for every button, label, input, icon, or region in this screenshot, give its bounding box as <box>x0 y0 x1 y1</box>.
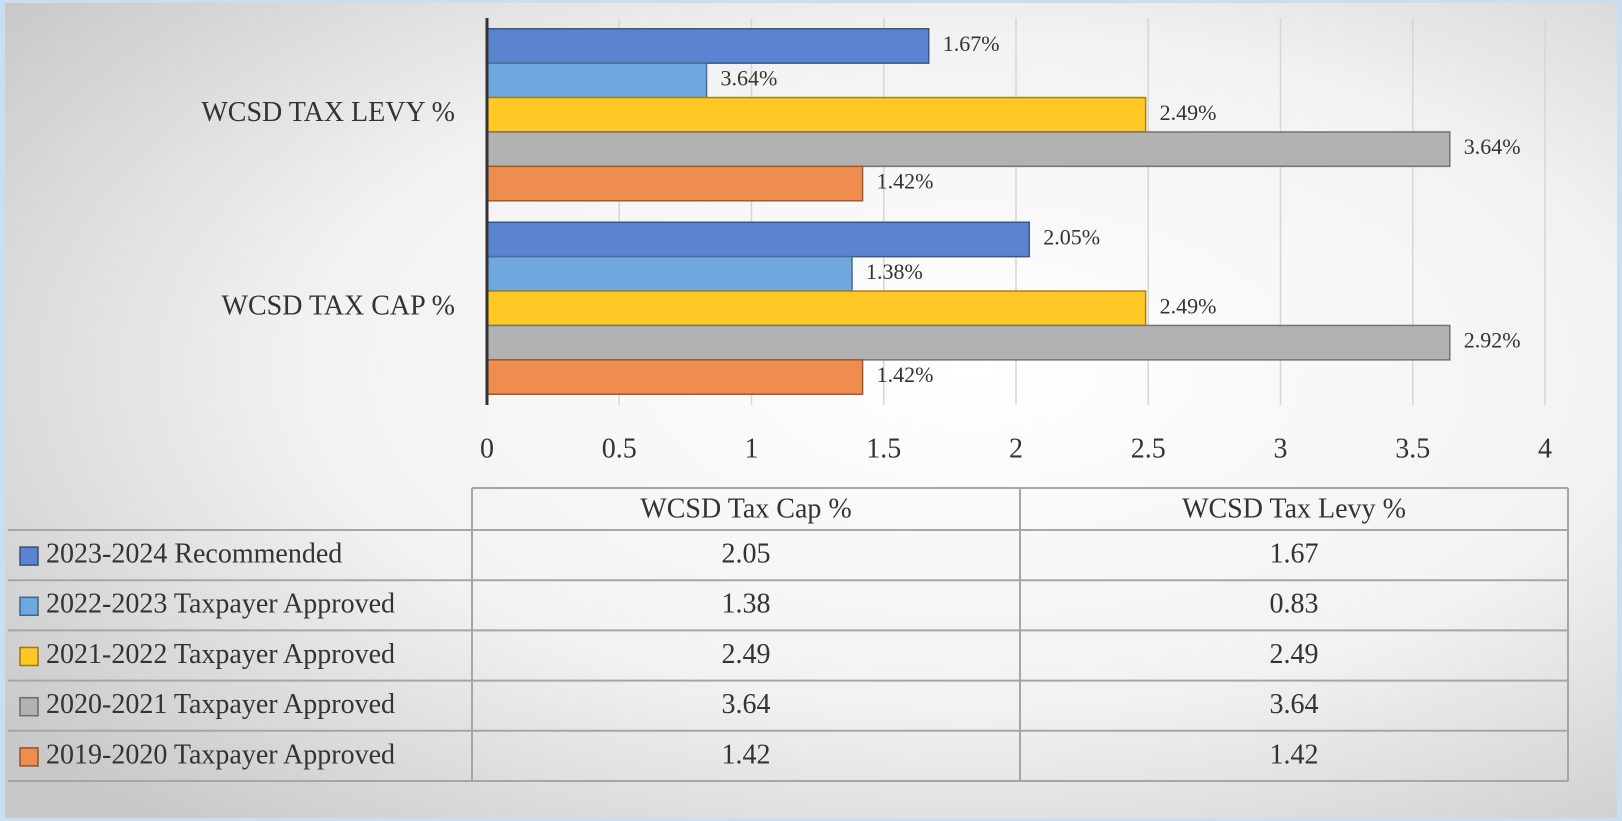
data-label: 2.92% <box>1464 328 1521 353</box>
legend-label: 2022-2023 Taxpayer Approved <box>46 589 395 620</box>
table-cell: 2.49 <box>722 639 771 670</box>
bar <box>486 221 1030 258</box>
table-cell: 1.42 <box>1270 739 1319 770</box>
legend-label: 2020-2021 Taxpayer Approved <box>46 689 395 720</box>
x-tick-label: 1 <box>745 433 759 464</box>
table-cell: 1.42 <box>722 739 771 770</box>
bar <box>486 359 864 396</box>
bar <box>486 62 708 99</box>
bar <box>486 165 864 202</box>
x-tick-label: 3 <box>1274 433 1288 464</box>
table-header: WCSD Tax Cap % <box>640 493 851 524</box>
bar <box>486 290 1147 327</box>
table-header: WCSD Tax Levy % <box>1182 493 1406 524</box>
x-tick-label: 1.5 <box>866 433 901 464</box>
bar <box>486 255 853 292</box>
data-label: 3.64% <box>1464 134 1521 159</box>
legend-swatch <box>19 696 39 717</box>
data-label: 3.64% <box>721 65 778 90</box>
bar <box>486 96 1147 133</box>
legend-label: 2021-2022 Taxpayer Approved <box>46 639 395 670</box>
table-cell: 1.67 <box>1270 539 1319 570</box>
table-cell: 3.64 <box>722 689 771 720</box>
legend-label: 2019-2020 Taxpayer Approved <box>46 739 395 770</box>
bar <box>486 28 930 64</box>
table-cell: 1.38 <box>722 589 771 620</box>
x-tick-label: 0 <box>480 433 494 464</box>
legend-swatch <box>19 596 39 617</box>
bar <box>486 131 1451 168</box>
legend-swatch <box>19 646 39 667</box>
table-cell: 2.49 <box>1270 639 1319 670</box>
x-tick-label: 2 <box>1009 433 1023 464</box>
data-label: 2.49% <box>1160 293 1217 318</box>
x-tick-label: 2.5 <box>1131 433 1166 464</box>
table-cell: 3.64 <box>1270 689 1319 720</box>
table-cell: 0.83 <box>1270 589 1319 620</box>
y-category-label: WCSD Tax Levy % <box>201 97 455 128</box>
data-label: 1.38% <box>866 259 923 284</box>
legend-swatch <box>19 747 39 767</box>
data-label: 1.42% <box>877 169 934 194</box>
x-tick-label: 0.5 <box>602 433 637 464</box>
data-label: 1.42% <box>877 362 934 387</box>
table-cell: 2.05 <box>722 539 771 570</box>
y-category-label: WCSD Tax Cap % <box>222 291 455 322</box>
x-tick-label: 3.5 <box>1395 433 1430 464</box>
legend-swatch <box>19 546 39 566</box>
data-label: 1.67% <box>943 31 1000 56</box>
legend-label: 2023-2024 Recommended <box>46 539 342 570</box>
bar <box>486 324 1451 361</box>
data-label: 2.49% <box>1160 100 1217 125</box>
data-label: 2.05% <box>1043 224 1100 249</box>
x-tick-label: 4 <box>1538 433 1552 464</box>
